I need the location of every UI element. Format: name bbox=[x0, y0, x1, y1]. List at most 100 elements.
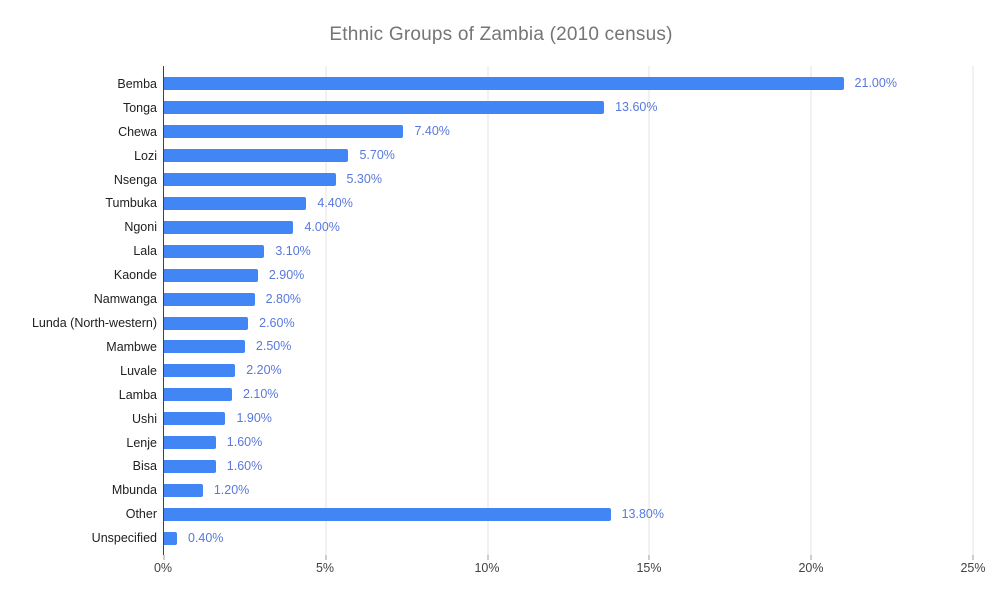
category-label: Luvale bbox=[120, 363, 157, 378]
bar bbox=[164, 364, 236, 378]
bar-value-label: 4.40% bbox=[317, 195, 353, 210]
x-axis-label: 10% bbox=[474, 561, 500, 575]
category-label: Nsenga bbox=[113, 172, 157, 187]
bar-value-label: 2.80% bbox=[265, 291, 302, 306]
bar bbox=[164, 173, 336, 187]
gridline bbox=[972, 66, 974, 555]
bar-row: 21.00% bbox=[164, 72, 973, 96]
bar-row: 2.10% bbox=[164, 383, 973, 407]
bar-row: 2.80% bbox=[164, 287, 973, 311]
category-label: Lala bbox=[133, 244, 157, 259]
bar-value-label: 5.70% bbox=[359, 148, 395, 163]
bar bbox=[164, 125, 404, 139]
bars-layer: 21.00% 13.60% 7.40% 5.70% 5.30% 4.40% 4.00% 3.1… bbox=[164, 72, 973, 550]
gridline bbox=[810, 66, 812, 555]
bar-row: 13.60% bbox=[164, 96, 973, 120]
bar-value-label: 0.40% bbox=[187, 530, 224, 545]
bar bbox=[164, 436, 216, 450]
bar-value-label: 5.30% bbox=[346, 172, 382, 187]
category-label: Mambwe bbox=[106, 339, 157, 354]
bar-row: 2.20% bbox=[164, 359, 973, 383]
bar-value-label: 1.60% bbox=[226, 435, 263, 450]
axis-tick bbox=[972, 555, 974, 560]
category-label: Ushi bbox=[131, 411, 157, 426]
x-axis-label: 0% bbox=[153, 561, 173, 575]
x-axis-label: 15% bbox=[636, 561, 662, 575]
bar-value-label: 21.00% bbox=[854, 76, 897, 91]
bar-value-label: 13.80% bbox=[621, 506, 664, 521]
bar bbox=[164, 531, 177, 545]
category-label: Chewa bbox=[118, 124, 157, 139]
axis-tick bbox=[810, 555, 812, 560]
category-label: Lunda (North-western) bbox=[31, 316, 157, 331]
bar-value-label: 1.90% bbox=[236, 411, 272, 426]
bar-row: 2.50% bbox=[164, 335, 973, 359]
bar-row: 2.60% bbox=[164, 311, 973, 335]
bar bbox=[164, 149, 349, 163]
plot-area: 21.00% 13.60% 7.40% 5.70% 5.30% 4.40% 4.00% 3.1… bbox=[163, 66, 974, 560]
bar-value-label: 2.20% bbox=[246, 363, 282, 378]
bar-value-label: 4.00% bbox=[304, 219, 340, 234]
bar-value-label: 1.20% bbox=[213, 482, 250, 497]
gridline bbox=[487, 66, 489, 555]
category-label: Bemba bbox=[117, 76, 157, 91]
bar-row: 1.90% bbox=[164, 407, 973, 431]
x-axis-label: 20% bbox=[798, 561, 824, 575]
bar bbox=[164, 292, 255, 306]
bar bbox=[164, 77, 844, 91]
bar bbox=[164, 459, 216, 473]
bar-value-label: 2.10% bbox=[242, 387, 279, 402]
bar bbox=[164, 507, 611, 521]
bar-value-label: 2.50% bbox=[255, 339, 292, 354]
category-label: Bisa bbox=[132, 459, 157, 474]
category-label: Tonga bbox=[122, 100, 157, 115]
value-axis: 0% 5% 10% 15% 20% 25% bbox=[154, 561, 986, 581]
bar bbox=[164, 220, 294, 234]
bar-row: 1.20% bbox=[164, 478, 973, 502]
category-label: Other bbox=[125, 507, 157, 522]
category-label: Unspecified bbox=[91, 531, 157, 546]
bar bbox=[164, 340, 245, 354]
bar-row: 2.90% bbox=[164, 263, 973, 287]
bar-row: 7.40% bbox=[164, 120, 973, 144]
bar-row: 4.40% bbox=[164, 192, 973, 216]
category-label: Tumbuka bbox=[105, 196, 157, 211]
category-label: Lozi bbox=[134, 148, 157, 163]
bar bbox=[164, 101, 605, 115]
category-label: Kaonde bbox=[113, 268, 157, 283]
axis-tick bbox=[163, 555, 165, 560]
category-label: Ngoni bbox=[124, 220, 157, 235]
bar-row: 1.60% bbox=[164, 455, 973, 479]
bar-row: 0.40% bbox=[164, 526, 973, 550]
category-label: Lenje bbox=[126, 435, 157, 450]
bar-value-label: 3.10% bbox=[275, 243, 311, 258]
bar-value-label: 13.60% bbox=[615, 100, 658, 115]
bar-value-label: 7.40% bbox=[414, 124, 450, 139]
bar-row: 4.00% bbox=[164, 215, 973, 239]
gridline bbox=[325, 66, 327, 555]
bar bbox=[164, 388, 232, 402]
category-label: Namwanga bbox=[93, 292, 157, 307]
bar-row: 5.30% bbox=[164, 168, 973, 192]
bar-row: 1.60% bbox=[164, 431, 973, 455]
gridline bbox=[648, 66, 650, 555]
axis-tick bbox=[648, 555, 650, 560]
bar bbox=[164, 412, 226, 426]
bar-value-label: 2.90% bbox=[268, 267, 305, 282]
axis-tick bbox=[325, 555, 327, 560]
bar bbox=[164, 316, 249, 330]
category-axis: Bemba Tonga Chewa Lozi Nsenga Tumbuka Ngoni Lal… bbox=[0, 66, 157, 555]
bar bbox=[164, 196, 307, 210]
bar-value-label: 2.60% bbox=[259, 315, 295, 330]
chart-title: Ethnic Groups of Zambia (2010 census) bbox=[329, 24, 673, 45]
category-label: Lamba bbox=[118, 387, 157, 402]
x-axis-label: 25% bbox=[960, 561, 986, 575]
bar bbox=[164, 268, 258, 282]
category-label: Mbunda bbox=[111, 483, 157, 498]
x-axis-label: 5% bbox=[315, 561, 335, 575]
bar bbox=[164, 483, 203, 497]
axis-tick bbox=[487, 555, 489, 560]
bar-row: 3.10% bbox=[164, 239, 973, 263]
bar bbox=[164, 244, 265, 258]
